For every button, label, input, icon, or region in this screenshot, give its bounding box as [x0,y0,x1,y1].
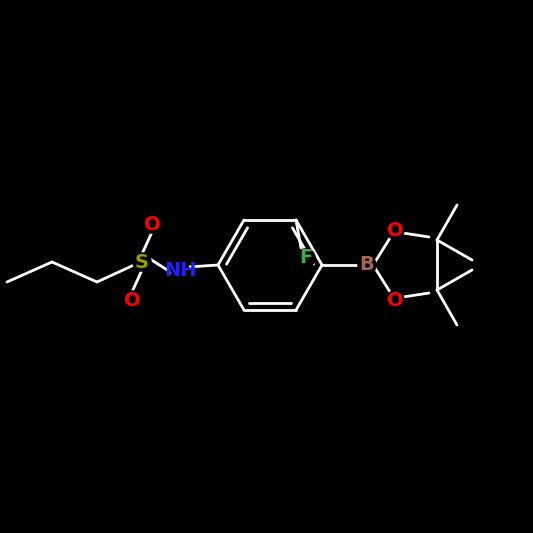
Text: O: O [124,290,140,310]
Text: O: O [144,214,160,233]
Circle shape [143,215,161,233]
Circle shape [133,253,151,271]
Text: O: O [386,290,403,310]
Circle shape [171,261,189,279]
Circle shape [297,249,315,267]
Text: S: S [135,253,149,271]
Text: B: B [360,255,374,274]
Text: F: F [300,248,313,268]
Circle shape [123,291,141,309]
Circle shape [386,291,404,309]
Text: NH: NH [164,261,196,279]
Text: O: O [386,221,403,239]
Circle shape [358,256,376,274]
Circle shape [386,221,404,239]
